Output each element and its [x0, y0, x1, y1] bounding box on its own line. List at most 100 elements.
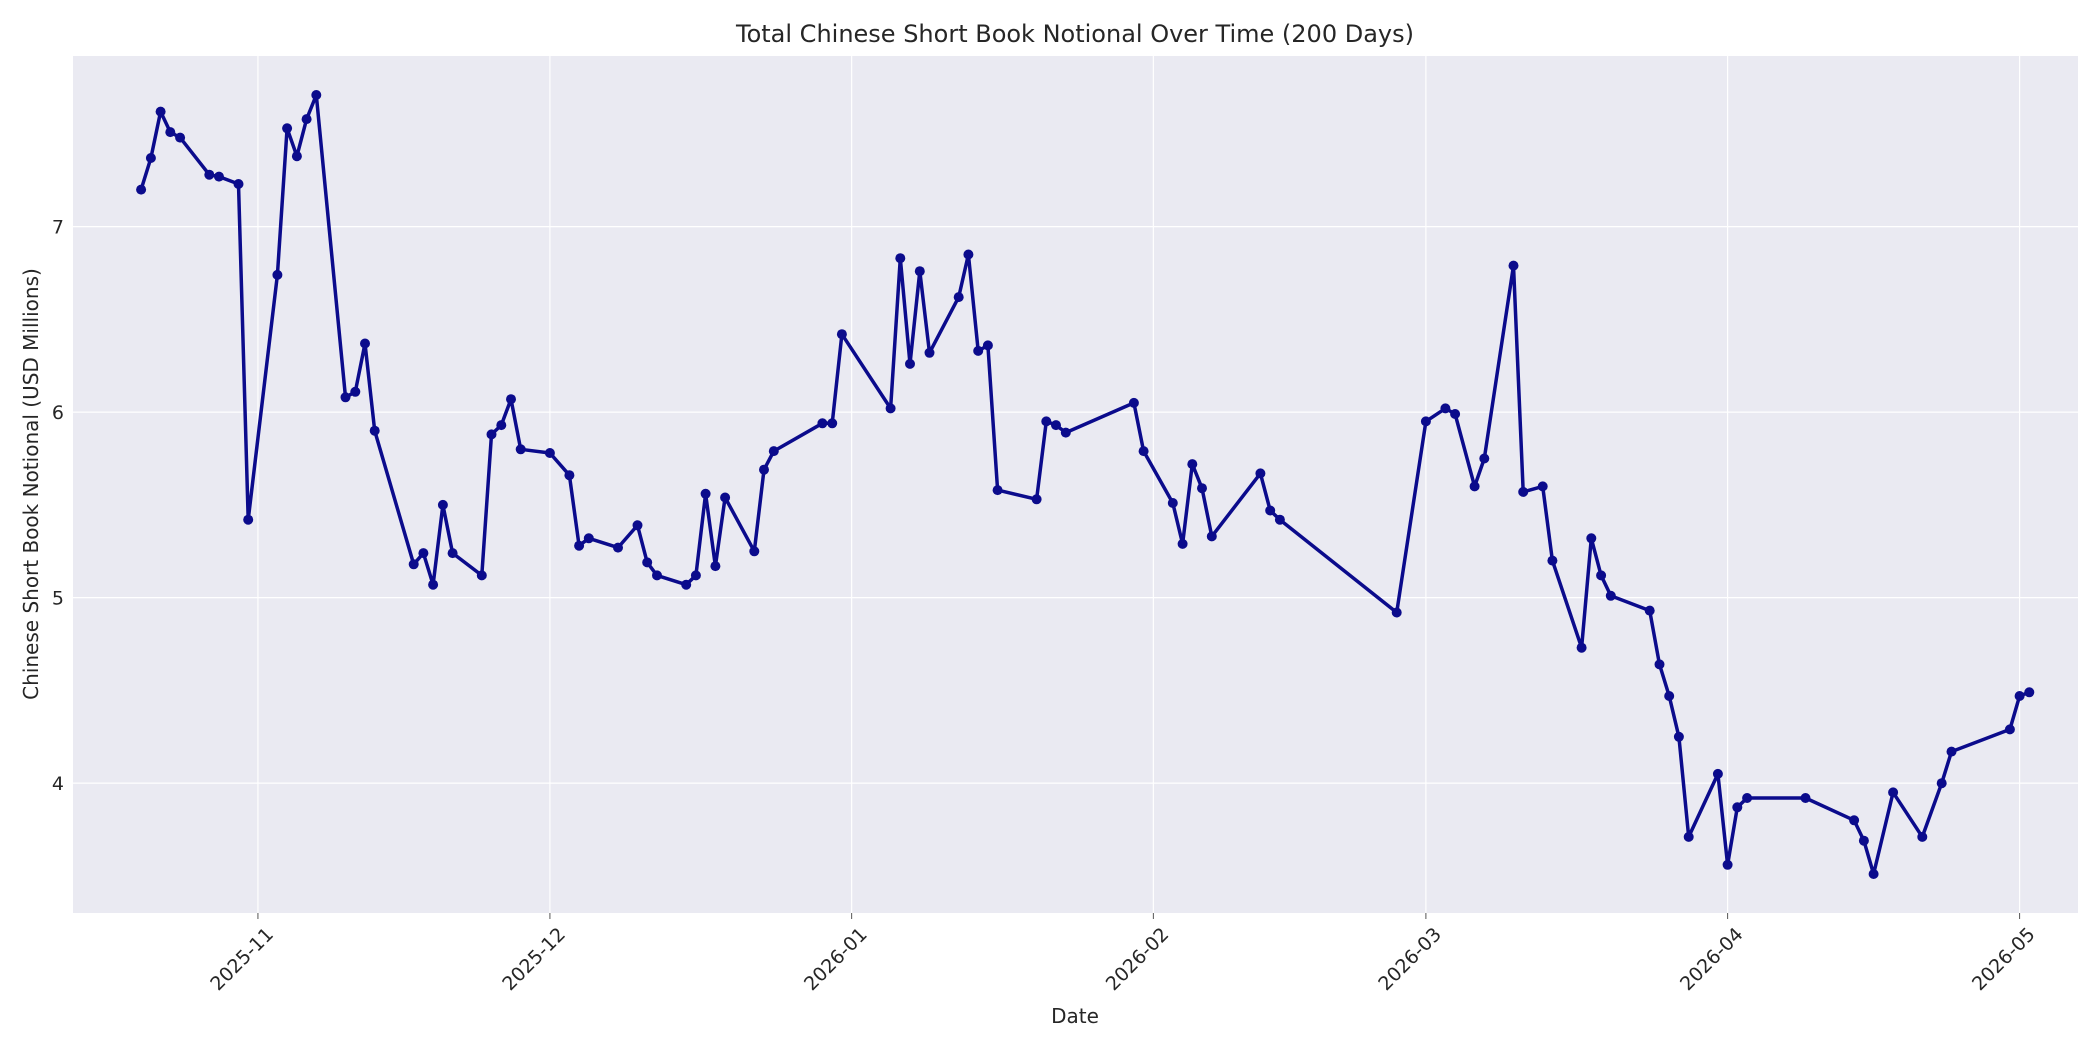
data-point	[759, 464, 769, 475]
chart-title: Total Chinese Short Book Notional Over T…	[735, 20, 1414, 48]
data-point	[583, 533, 594, 544]
data-point	[2014, 691, 2025, 701]
data-point	[574, 540, 585, 551]
data-point	[175, 132, 186, 143]
data-point	[408, 559, 419, 570]
data-point	[953, 292, 964, 303]
data-point	[1128, 397, 1139, 408]
data-point	[496, 420, 507, 431]
data-series	[136, 90, 2035, 879]
data-point	[1868, 869, 1879, 879]
data-point	[1469, 481, 1480, 492]
data-point	[992, 485, 1003, 496]
data-point	[1508, 260, 1519, 271]
data-point	[1683, 831, 1694, 842]
data-point	[1265, 505, 1276, 516]
data-point	[1946, 746, 1957, 757]
data-point	[291, 151, 302, 162]
data-point	[690, 570, 701, 581]
data-point	[700, 488, 711, 499]
data-point	[1440, 403, 1451, 414]
data-point	[905, 358, 915, 369]
data-point	[437, 499, 448, 510]
y-tick-label: 5	[52, 588, 64, 610]
data-point	[1060, 427, 1071, 438]
data-point	[1936, 778, 1947, 789]
data-point	[1722, 859, 1733, 870]
data-point	[506, 394, 516, 405]
data-point	[1673, 731, 1684, 742]
x-tick-label: 2025-11	[206, 923, 278, 995]
y-tick-label: 7	[52, 217, 64, 239]
data-point	[973, 345, 984, 356]
data-point	[311, 90, 322, 100]
data-point	[1167, 498, 1178, 508]
data-point	[1605, 590, 1616, 601]
data-point	[982, 340, 993, 351]
data-point	[1051, 420, 1061, 431]
data-point	[924, 347, 935, 358]
data-point	[1849, 815, 1860, 826]
data-point	[827, 418, 838, 429]
data-point	[369, 425, 380, 436]
data-point	[885, 403, 896, 414]
data-point	[476, 570, 487, 581]
data-point	[165, 127, 176, 138]
data-point	[895, 253, 906, 264]
data-point	[1800, 793, 1811, 803]
data-point	[1031, 494, 1042, 505]
data-point	[1420, 416, 1431, 427]
data-point	[1586, 533, 1597, 544]
x-tick-label: 2026-02	[1102, 923, 1174, 995]
data-point	[2024, 687, 2035, 698]
data-point	[1596, 570, 1607, 581]
y-axis-label: Chinese Short Book Notional (USD Million…	[19, 268, 43, 700]
data-point	[204, 169, 215, 180]
data-point	[963, 249, 974, 260]
data-point	[1518, 486, 1529, 497]
data-point	[1917, 831, 1928, 842]
data-point	[544, 448, 555, 458]
x-tick-label: 2026-04	[1676, 923, 1748, 995]
data-point	[340, 392, 351, 403]
data-point	[681, 579, 692, 590]
x-tick-label: 2026-03	[1374, 923, 1446, 995]
data-point	[1255, 468, 1266, 479]
data-point	[301, 114, 312, 125]
data-point	[1391, 607, 1402, 618]
data-point	[515, 444, 526, 455]
data-point	[243, 514, 254, 525]
data-point	[652, 570, 662, 581]
data-point	[1187, 459, 1198, 470]
data-point	[145, 153, 156, 163]
data-point	[642, 557, 653, 568]
plot-background	[73, 56, 2078, 913]
data-point	[1732, 802, 1743, 813]
data-point	[1547, 555, 1558, 566]
data-point	[214, 171, 224, 182]
data-point	[1712, 768, 1723, 779]
data-point	[1206, 531, 1217, 542]
data-point	[914, 266, 925, 277]
x-axis-label: Date	[1051, 1004, 1099, 1028]
grid-lines	[73, 56, 2078, 913]
data-point	[1450, 409, 1461, 419]
data-point	[282, 123, 293, 134]
data-point	[817, 418, 828, 429]
data-point	[2004, 724, 2015, 735]
data-point	[1664, 691, 1675, 701]
data-point	[1274, 514, 1285, 525]
data-point	[768, 446, 779, 457]
data-point	[710, 561, 721, 572]
data-point	[720, 492, 731, 503]
data-point	[350, 386, 361, 397]
data-point	[1576, 642, 1587, 653]
x-tick-label: 2026-05	[1968, 923, 2040, 995]
data-point	[1654, 659, 1665, 670]
data-point	[136, 184, 147, 195]
data-point	[1479, 453, 1490, 464]
data-point	[1888, 787, 1899, 798]
data-point	[1041, 416, 1052, 427]
data-point	[836, 329, 847, 340]
